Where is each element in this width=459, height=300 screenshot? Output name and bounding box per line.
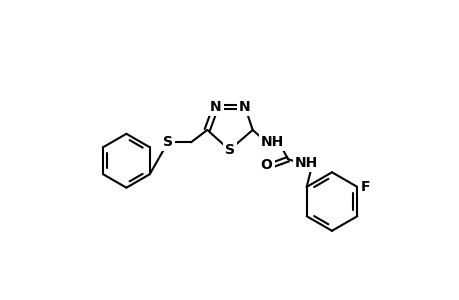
Text: NH: NH xyxy=(261,135,284,149)
Text: NH: NH xyxy=(294,156,318,170)
Text: N: N xyxy=(209,100,221,114)
Text: S: S xyxy=(224,143,234,157)
Text: O: O xyxy=(260,158,272,172)
Text: S: S xyxy=(162,135,173,149)
Text: N: N xyxy=(239,100,250,114)
Text: F: F xyxy=(359,180,369,194)
